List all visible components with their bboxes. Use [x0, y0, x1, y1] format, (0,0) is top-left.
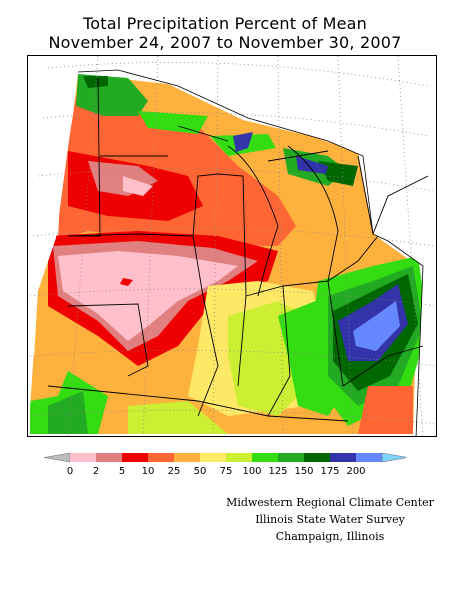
legend-high-arrow [381, 452, 409, 463]
legend-tick-label: 25 [168, 466, 181, 477]
legend-swatch [70, 453, 96, 462]
legend-swatch [356, 453, 382, 462]
map-title: Total Precipitation Percent of Mean [83, 14, 367, 33]
legend-tick-label: 75 [220, 466, 233, 477]
legend-tick-label: 5 [119, 466, 125, 477]
credit-line-3: Champaign, Illinois [275, 530, 385, 543]
legend-swatch [122, 453, 148, 462]
legend-swatch [200, 453, 226, 462]
state-boundaries [47, 77, 429, 422]
color-legend: 0 2 5 10 25 50 75 100 125 150 175 200 [43, 452, 409, 482]
legend-tick-label: 50 [194, 466, 207, 477]
legend-swatch [330, 453, 356, 462]
date-range: November 24, 2007 to November 30, 2007 [48, 33, 402, 52]
legend-tick-label: 125 [268, 466, 287, 477]
legend-swatch [278, 453, 304, 462]
legend-tick-label: 2 [93, 466, 99, 477]
legend-swatch [226, 453, 252, 462]
domain-outline [77, 69, 424, 436]
legend-swatch [174, 453, 200, 462]
credit-line-2: Illinois State Water Survey [255, 513, 405, 526]
legend-tick-label: 150 [294, 466, 313, 477]
precipitation-map [27, 55, 437, 437]
legend-tick-label: 0 [67, 466, 73, 477]
legend-tick-label: 100 [242, 466, 261, 477]
legend-swatch [252, 453, 278, 462]
legend-tick-label: 175 [320, 466, 339, 477]
legend-tick-label: 10 [142, 466, 155, 477]
credit-line-1: Midwestern Regional Climate Center [226, 496, 434, 509]
precip-regions [28, 56, 436, 436]
legend-swatch [96, 453, 122, 462]
graticule [29, 56, 436, 436]
legend-swatch [304, 453, 330, 462]
legend-swatch [148, 453, 174, 462]
legend-tick-label: 200 [346, 466, 365, 477]
legend-low-arrow [43, 452, 71, 463]
